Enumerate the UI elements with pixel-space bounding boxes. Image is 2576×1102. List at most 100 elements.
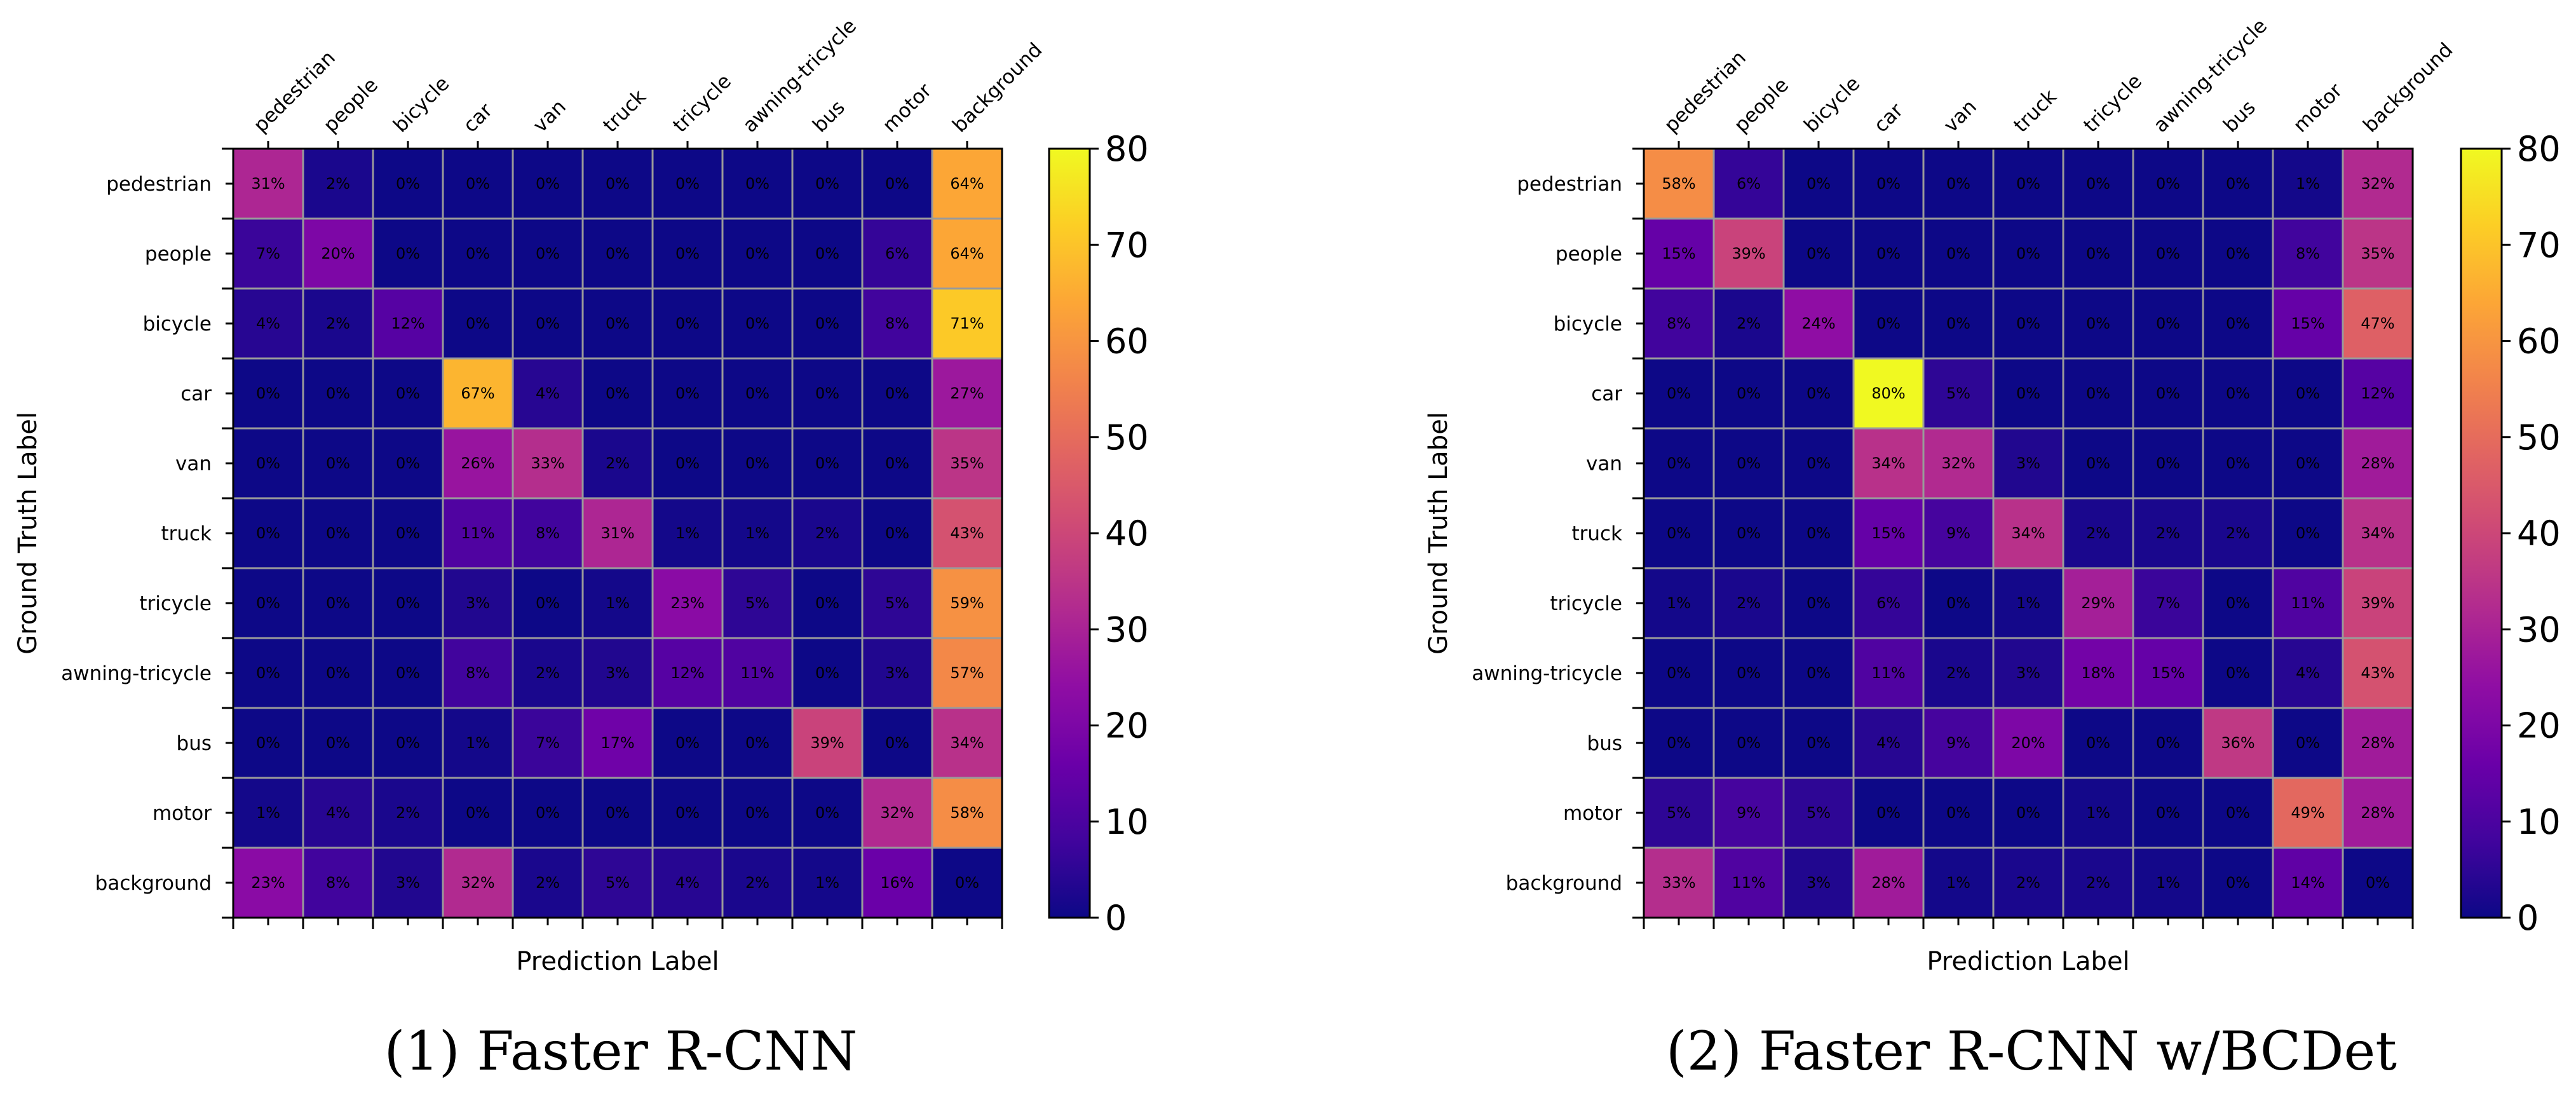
heatmap-cell xyxy=(931,707,1003,779)
heatmap-cell xyxy=(232,497,304,569)
cell-value-label: 5% xyxy=(606,874,630,892)
cell-value-label: 32% xyxy=(880,804,914,822)
heatmap-cell xyxy=(861,847,933,919)
heatmap-cell xyxy=(1712,567,1785,639)
cell-value-label: 0% xyxy=(1876,245,1901,262)
cell-value-label: 2% xyxy=(745,874,769,892)
y-tick-label: car xyxy=(180,383,212,405)
heatmap-cell xyxy=(442,777,514,849)
cell-value-label: 0% xyxy=(885,454,909,472)
cell-value-label: 0% xyxy=(1946,175,1970,193)
cell-value-label: 32% xyxy=(1941,454,1975,472)
heatmap-cell xyxy=(2342,567,2414,639)
cell-value-label: 34% xyxy=(950,734,984,752)
cell-value-label: 12% xyxy=(391,315,424,332)
heatmap-cell xyxy=(1712,777,1785,849)
cell-value-label: 20% xyxy=(321,245,355,262)
y-tick-label: background xyxy=(1506,872,1622,895)
heatmap-cell xyxy=(1852,287,1925,360)
heatmap-cell xyxy=(302,567,374,639)
y-tick-label: tricycle xyxy=(1550,592,1622,615)
cell-value-label: 23% xyxy=(251,874,285,892)
cell-value-label: 1% xyxy=(745,524,769,542)
cell-value-label: 47% xyxy=(2361,315,2394,332)
heatmap-cell xyxy=(2342,777,2414,849)
y-tick-label: car xyxy=(1591,383,1622,405)
cell-value-label: 58% xyxy=(950,804,984,822)
cell-value-label: 5% xyxy=(1667,804,1691,822)
heatmap-cell xyxy=(1712,357,1785,430)
cell-value-label: 5% xyxy=(745,594,769,612)
cell-value-label: 58% xyxy=(1662,175,1695,193)
cell-value-label: 0% xyxy=(2156,175,2180,193)
cell-value-label: 0% xyxy=(536,175,560,193)
cell-value-label: 0% xyxy=(606,315,630,332)
heatmap-cell xyxy=(1782,357,1855,430)
heatmap-cell xyxy=(1992,427,2064,500)
cell-value-label: 1% xyxy=(675,524,700,542)
heatmap-cell xyxy=(1712,427,1785,500)
cell-value-label: 0% xyxy=(326,454,350,472)
colorbar-tick-label: 60 xyxy=(1105,322,1149,362)
cell-value-label: 4% xyxy=(1876,734,1901,752)
cell-value-label: 4% xyxy=(675,874,700,892)
cell-value-label: 1% xyxy=(466,734,490,752)
cell-value-label: 1% xyxy=(2156,874,2180,892)
cell-value-label: 17% xyxy=(600,734,634,752)
heatmap-cell xyxy=(721,847,794,919)
cell-value-label: 2% xyxy=(1946,664,1970,682)
cell-value-label: 0% xyxy=(2016,175,2040,193)
heatmap-panel-1: 31% 2% 0% 0% 0% 0% 0% 0% 0% 0% 64% 7% 20% 0% 0% 0% 0% 0% 0… xyxy=(13,15,1149,1082)
cell-value-label: 0% xyxy=(2296,384,2320,402)
heatmap-cell xyxy=(2062,147,2134,220)
cell-value-label: 0% xyxy=(466,245,490,262)
cell-value-label: 23% xyxy=(670,594,704,612)
colorbar xyxy=(2460,147,2503,919)
cell-value-label: 2% xyxy=(326,315,350,332)
heatmap-cell xyxy=(2272,637,2344,709)
heatmap-cell xyxy=(1712,287,1785,360)
heatmap-cell xyxy=(2342,497,2414,569)
x-tick-label: truck xyxy=(2009,85,2061,137)
heatmap-cell xyxy=(302,847,374,919)
heatmap-cell xyxy=(1992,707,2064,779)
colorbar-tick-label: 60 xyxy=(2517,322,2561,362)
heatmap-cell xyxy=(1643,497,1715,569)
cell-value-label: 0% xyxy=(675,245,700,262)
cell-value-label: 0% xyxy=(1876,804,1901,822)
x-axis-label: Prediction Label xyxy=(1927,947,2129,976)
cell-value-label: 0% xyxy=(1946,594,1970,612)
heatmap-cell xyxy=(302,637,374,709)
cell-value-label: 1% xyxy=(1667,594,1691,612)
cell-value-label: 0% xyxy=(2226,594,2250,612)
heatmap-cell xyxy=(1922,217,1995,290)
cell-value-label: 6% xyxy=(1737,175,1761,193)
heatmap-cell xyxy=(1643,567,1715,639)
cell-value-label: 4% xyxy=(256,315,280,332)
cell-value-label: 8% xyxy=(2296,245,2320,262)
colorbar-tick-label: 30 xyxy=(2517,609,2561,650)
heatmap-cell xyxy=(442,427,514,500)
cell-value-label: 11% xyxy=(2291,594,2324,612)
heatmap-cell xyxy=(1922,707,1995,779)
heatmap-cell xyxy=(1852,217,1925,290)
y-tick-label: bus xyxy=(177,732,212,755)
heatmap-cell xyxy=(2062,217,2134,290)
heatmap-cell xyxy=(1992,357,2064,430)
cell-value-label: 15% xyxy=(1871,524,1905,542)
heatmap-cell xyxy=(931,217,1003,290)
cell-value-label: 2% xyxy=(2156,524,2180,542)
heatmap-cell xyxy=(1922,777,1995,849)
heatmap-cell xyxy=(581,287,654,360)
colorbar-tick-label: 20 xyxy=(1105,706,1149,746)
cell-value-label: 20% xyxy=(2011,734,2045,752)
heatmap-cell xyxy=(2132,707,2204,779)
cell-value-label: 15% xyxy=(1662,245,1695,262)
cell-value-label: 1% xyxy=(2016,594,2040,612)
cell-value-label: 0% xyxy=(885,384,909,402)
cell-value-label: 33% xyxy=(531,454,564,472)
cell-value-label: 0% xyxy=(2086,315,2110,332)
cell-value-label: 43% xyxy=(950,524,984,542)
cell-value-label: 3% xyxy=(396,874,420,892)
heatmap-cell xyxy=(931,427,1003,500)
